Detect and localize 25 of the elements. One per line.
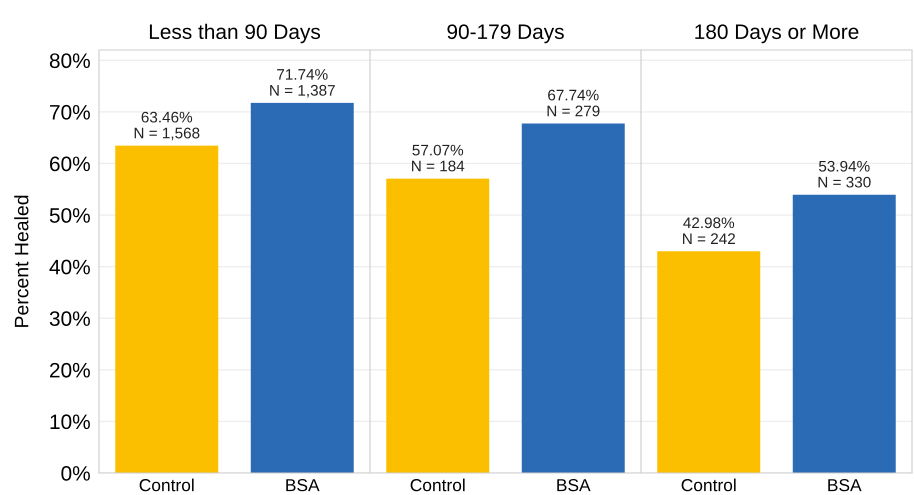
data-label: 63.46% N = 1,568: [134, 112, 200, 140]
data-label: 53.94% N = 330: [818, 160, 871, 188]
y-tick-label: 80%: [50, 53, 90, 68]
x-tick-label: BSA: [557, 479, 591, 492]
x-tick-label: Control: [140, 478, 194, 492]
chart-title: Less than 90 Days: [150, 24, 320, 44]
y-tick-label: 20%: [50, 362, 90, 378]
x-tick-label: Control: [682, 478, 736, 492]
chart-title: 180 Days or More: [695, 24, 858, 44]
data-label: 42.98% N = 242: [683, 217, 735, 244]
x-tick-label: Control: [410, 478, 465, 492]
data-label: 67.74% N = 279: [548, 90, 600, 116]
data-label: 57.07% N = 184: [412, 144, 464, 172]
y-tick-label: 30%: [50, 311, 90, 326]
y-tick-label: 70%: [50, 104, 90, 120]
y-axis-title: Percent Healed: [14, 196, 28, 327]
y-tick-label: 0%: [61, 466, 90, 481]
y-tick-label: 50%: [50, 208, 90, 223]
x-tick-label: BSA: [828, 479, 862, 492]
y-tick-label: 40%: [49, 260, 90, 274]
chart-title: 90-179 Days: [447, 24, 564, 44]
y-tick-label: 10%: [50, 414, 90, 430]
y-tick-label: 60%: [50, 156, 90, 172]
data-label: 71.74% N = 1,387: [270, 69, 335, 98]
x-tick-label: BSA: [286, 479, 320, 492]
